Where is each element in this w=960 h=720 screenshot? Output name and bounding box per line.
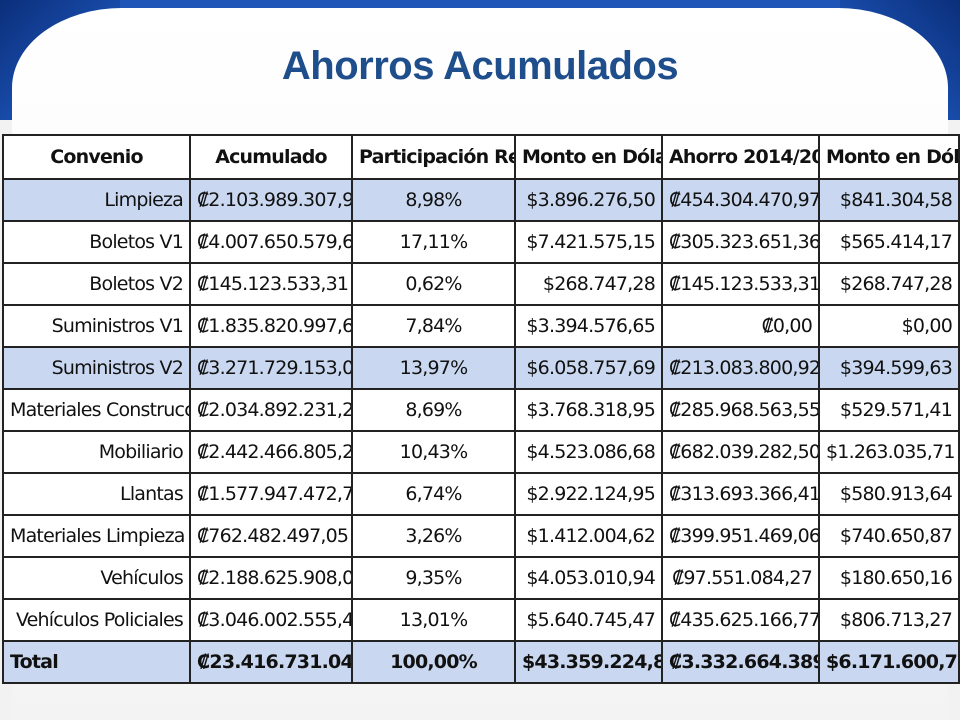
cell-acumulado: ₡145.123.533,31 [189, 262, 353, 306]
cell-ahorro: ₡399.951.469,06 [661, 514, 820, 558]
table-row: Suministros V1 ₡1.835.820.997,67 7,84% $… [2, 304, 960, 348]
cell-monto: $2.922.124,95 [514, 472, 663, 516]
cell-monto2: $806.713,27 [818, 598, 960, 642]
header-monto-dolares-2: Monto en Dólares [818, 134, 960, 180]
cell-convenio: Materiales Limpieza [2, 514, 191, 558]
table-total-row: Total ₡23.416.731.041,23 100,00% $43.359… [2, 640, 960, 684]
cell-participacion: 3,26% [351, 514, 516, 558]
cell-monto: $6.058.757,69 [514, 346, 663, 390]
cell-monto2: $1.263.035,71 [818, 430, 960, 474]
table-row: Materiales Construcción ₡2.034.892.231,2… [2, 388, 960, 432]
table-row: Vehículos ₡2.188.625.908,08 9,35% $4.053… [2, 556, 960, 600]
cell-acumulado: ₡3.046.002.555,44 [189, 598, 353, 642]
cell-ahorro: ₡97.551.084,27 [661, 556, 820, 600]
cell-monto: $3.768.318,95 [514, 388, 663, 432]
header-monto-dolares: Monto en Dólares [514, 134, 663, 180]
cell-ahorro: ₡435.625.166,77 [661, 598, 820, 642]
cell-monto: $268.747,28 [514, 262, 663, 306]
cell-ahorro: ₡454.304.470,97 [661, 178, 820, 222]
cell-ahorro: ₡682.039.282,50 [661, 430, 820, 474]
cell-total-monto2: $6.171.600,72 [818, 640, 960, 684]
cell-convenio: Vehículos Policiales [2, 598, 191, 642]
cell-monto: $4.523.086,68 [514, 430, 663, 474]
cell-total-acumulado: ₡23.416.731.041,23 [189, 640, 353, 684]
cell-ahorro: ₡285.968.563,55 [661, 388, 820, 432]
table-row: Materiales Limpieza ₡762.482.497,05 3,26… [2, 514, 960, 558]
cell-monto: $7.421.575,15 [514, 220, 663, 264]
cell-participacion: 17,11% [351, 220, 516, 264]
cell-monto: $5.640.745,47 [514, 598, 663, 642]
cell-monto2: $268.747,28 [818, 262, 960, 306]
cell-monto: $1.412.004,62 [514, 514, 663, 558]
cell-convenio: Mobiliario [2, 430, 191, 474]
cell-monto2: $580.913,64 [818, 472, 960, 516]
slide-title: Ahorros Acumulados [281, 44, 679, 88]
table-row: Vehículos Policiales ₡3.046.002.555,44 1… [2, 598, 960, 642]
cell-monto2: $841.304,58 [818, 178, 960, 222]
cell-acumulado: ₡4.007.650.579,61 [189, 220, 353, 264]
cell-acumulado: ₡1.835.820.997,67 [189, 304, 353, 348]
header-acumulado: Acumulado [189, 134, 353, 180]
table-row: Boletos V1 ₡4.007.650.579,61 17,11% $7.4… [2, 220, 960, 264]
cell-participacion: 6,74% [351, 472, 516, 516]
cell-convenio: Materiales Construcción [2, 388, 191, 432]
cell-monto2: $740.650,87 [818, 514, 960, 558]
cell-monto2: $394.599,63 [818, 346, 960, 390]
table-row: Limpieza ₡2.103.989.307,91 8,98% $3.896.… [2, 178, 960, 222]
cell-convenio: Suministros V1 [2, 304, 191, 348]
cell-acumulado: ₡1.577.947.472,73 [189, 472, 353, 516]
cell-acumulado: ₡2.034.892.231,20 [189, 388, 353, 432]
cell-acumulado: ₡3.271.729.153,00 [189, 346, 353, 390]
cell-monto2: $0,00 [818, 304, 960, 348]
cell-convenio: Boletos V1 [2, 220, 191, 264]
cell-monto2: $180.650,16 [818, 556, 960, 600]
cell-ahorro: ₡313.693.366,41 [661, 472, 820, 516]
cell-convenio: Boletos V2 [2, 262, 191, 306]
cell-participacion: 8,69% [351, 388, 516, 432]
cell-participacion: 0,62% [351, 262, 516, 306]
savings-table: Convenio Acumulado Participación Relativ… [2, 134, 960, 684]
cell-ahorro: ₡145.123.533,31 [661, 262, 820, 306]
cell-total-ahorro: ₡3.332.664.389,11 [661, 640, 820, 684]
cell-participacion: 7,84% [351, 304, 516, 348]
table-row: Boletos V2 ₡145.123.533,31 0,62% $268.74… [2, 262, 960, 306]
cell-total-participacion: 100,00% [351, 640, 516, 684]
header-participacion: Participación Relativa [351, 134, 516, 180]
cell-participacion: 8,98% [351, 178, 516, 222]
cell-ahorro: ₡305.323.651,36 [661, 220, 820, 264]
cell-monto: $3.896.276,50 [514, 178, 663, 222]
table-row: Mobiliario ₡2.442.466.805,24 10,43% $4.5… [2, 430, 960, 474]
header-ahorro: Ahorro 2014/2015 [661, 134, 820, 180]
cell-total-monto: $43.359.224,88 [514, 640, 663, 684]
cell-participacion: 9,35% [351, 556, 516, 600]
cell-convenio: Limpieza [2, 178, 191, 222]
cell-participacion: 13,01% [351, 598, 516, 642]
cell-acumulado: ₡2.442.466.805,24 [189, 430, 353, 474]
cell-monto2: $565.414,17 [818, 220, 960, 264]
table-row: Llantas ₡1.577.947.472,73 6,74% $2.922.1… [2, 472, 960, 516]
table-header-row: Convenio Acumulado Participación Relativ… [2, 134, 960, 180]
cell-monto: $3.394.576,65 [514, 304, 663, 348]
header-convenio: Convenio [2, 134, 191, 180]
cell-convenio: Vehículos [2, 556, 191, 600]
cell-acumulado: ₡762.482.497,05 [189, 514, 353, 558]
table-row: Suministros V2 ₡3.271.729.153,00 13,97% … [2, 346, 960, 390]
cell-participacion: 13,97% [351, 346, 516, 390]
cell-total-label: Total [2, 640, 191, 684]
cell-acumulado: ₡2.103.989.307,91 [189, 178, 353, 222]
cell-convenio: Llantas [2, 472, 191, 516]
cell-convenio: Suministros V2 [2, 346, 191, 390]
cell-monto: $4.053.010,94 [514, 556, 663, 600]
cell-acumulado: ₡2.188.625.908,08 [189, 556, 353, 600]
cell-participacion: 10,43% [351, 430, 516, 474]
cell-monto2: $529.571,41 [818, 388, 960, 432]
cell-ahorro: ₡213.083.800,92 [661, 346, 820, 390]
cell-ahorro: ₡0,00 [661, 304, 820, 348]
